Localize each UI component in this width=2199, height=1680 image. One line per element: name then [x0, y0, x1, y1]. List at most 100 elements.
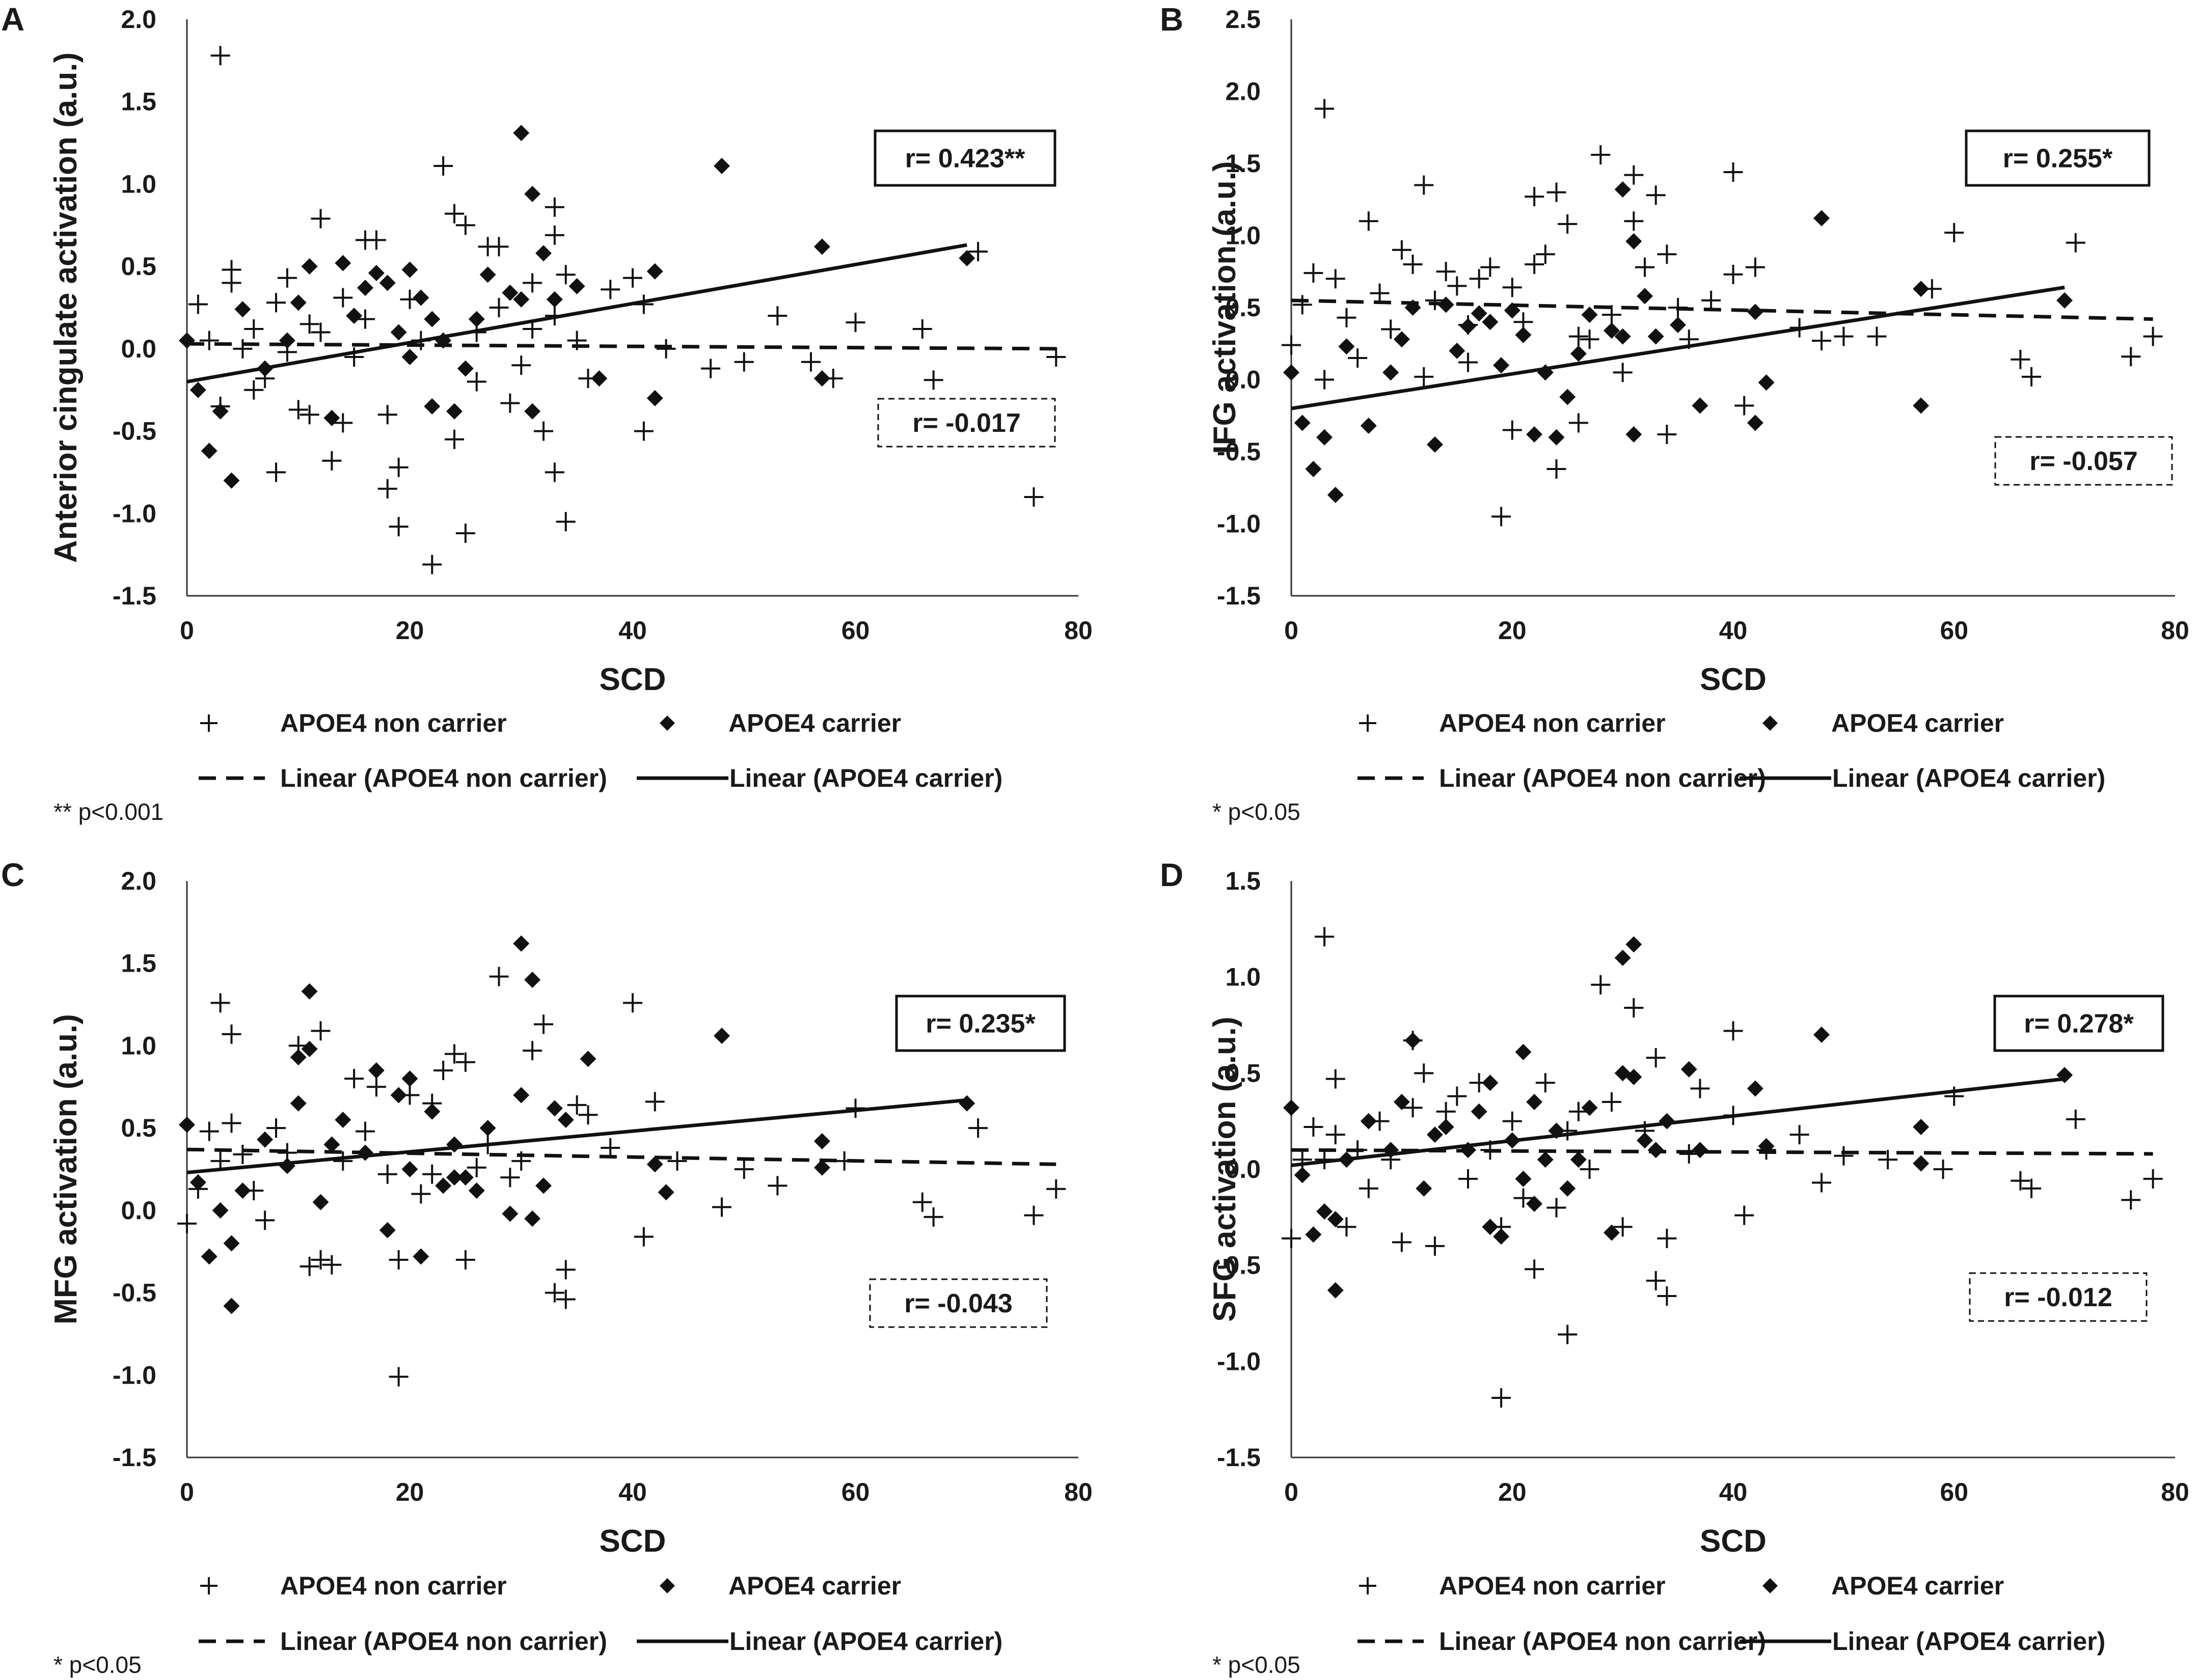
legend: APOE4 non carrier APOE4 carrier Linear (AP… — [199, 709, 1002, 792]
y-tick-label: -1.5 — [1217, 582, 1261, 610]
point-non-carrier — [1337, 308, 1356, 327]
point-carrier — [457, 360, 474, 377]
point-carrier — [357, 280, 373, 296]
point-non-carrier — [511, 355, 531, 375]
point-carrier — [401, 261, 418, 278]
legend-label-linear-non-carrier: Linear (APOE4 non carrier) — [280, 1627, 607, 1656]
legend-marker-carrier — [1762, 715, 1778, 731]
point-carrier — [1692, 1142, 1708, 1159]
point-non-carrier — [188, 294, 208, 314]
point-non-carrier — [1315, 99, 1335, 119]
x-tick-label: 40 — [1719, 1478, 1748, 1506]
point-carrier — [1294, 1167, 1311, 1183]
point-carrier — [234, 301, 251, 318]
point-non-carrier — [455, 1052, 475, 1072]
x-tick-label: 60 — [1940, 616, 1968, 645]
point-non-carrier — [556, 512, 576, 532]
point-carrier — [568, 278, 585, 294]
point-non-carrier — [1568, 413, 1588, 433]
point-non-carrier — [1414, 367, 1434, 387]
point-non-carrier — [1789, 1125, 1809, 1145]
point-non-carrier — [1024, 1205, 1044, 1225]
point-carrier — [714, 157, 730, 174]
point-carrier — [1570, 345, 1587, 362]
point-non-carrier — [656, 339, 676, 359]
point-carrier — [479, 1120, 496, 1137]
legend-marker-carrier — [660, 1578, 675, 1593]
point-non-carrier — [366, 1077, 386, 1097]
point-non-carrier — [1491, 507, 1511, 527]
point-carrier — [535, 1177, 552, 1194]
point-carrier — [1581, 1099, 1598, 1116]
point-carrier — [479, 266, 496, 283]
point-non-carrier — [1414, 1063, 1434, 1083]
point-carrier — [1637, 1132, 1653, 1149]
point-carrier — [1670, 316, 1687, 333]
point-carrier — [1603, 322, 1620, 339]
point-non-carrier — [1502, 420, 1522, 440]
point-non-carrier — [1024, 487, 1044, 507]
point-non-carrier — [2011, 1171, 2030, 1191]
point-carrier — [1758, 1138, 1775, 1154]
point-carrier — [401, 1070, 418, 1087]
point-carrier — [257, 1131, 274, 1148]
panel-b: B -1.5 -1.0 -0.5 0.0 0.5 1.0 1.5 2.0 2.5 0 20 40 60 80… — [1160, 1, 2189, 825]
y-tick-label: -1.0 — [113, 499, 156, 528]
y-tick-label: -1.5 — [113, 582, 156, 610]
point-non-carrier — [2066, 233, 2085, 253]
point-carrier — [189, 381, 206, 398]
point-non-carrier — [389, 1250, 409, 1270]
point-carrier — [1680, 1061, 1697, 1078]
r-non-carrier-label: r= -0.012 — [2004, 1283, 2112, 1312]
point-non-carrier — [1734, 396, 1754, 416]
point-carrier — [290, 294, 307, 311]
point-non-carrier — [445, 204, 464, 224]
point-non-carrier — [1546, 1198, 1566, 1218]
point-non-carrier — [1568, 1101, 1588, 1121]
point-non-carrier — [1546, 182, 1566, 202]
point-non-carrier — [534, 421, 553, 441]
r-carrier-label: r= 0.423** — [905, 144, 1025, 174]
point-non-carrier — [177, 1214, 197, 1233]
point-carrier — [435, 1177, 452, 1194]
legend-marker-non-carrier — [200, 1577, 218, 1594]
point-carrier — [223, 472, 240, 489]
point-non-carrier — [411, 1184, 431, 1204]
point-carrier — [1603, 1224, 1620, 1241]
point-carrier — [1813, 1026, 1830, 1043]
point-carrier — [201, 1248, 218, 1265]
point-carrier — [1493, 357, 1510, 374]
y-tick-label: 1.5 — [121, 949, 156, 978]
point-non-carrier — [634, 421, 654, 441]
point-carrier — [1692, 397, 1708, 414]
r-carrier-label: r= 0.278* — [2024, 1009, 2134, 1039]
legend-marker-non-carrier — [1359, 1577, 1376, 1594]
point-carrier — [1393, 331, 1410, 348]
point-carrier — [457, 1169, 474, 1186]
point-non-carrier — [1525, 255, 1544, 274]
point-carrier — [813, 1159, 830, 1176]
point-carrier — [401, 349, 418, 366]
point-non-carrier — [545, 462, 564, 482]
point-carrier — [290, 1095, 307, 1112]
x-tick-label: 0 — [180, 1478, 194, 1506]
point-non-carrier — [1944, 223, 1964, 242]
point-non-carrier — [277, 268, 297, 288]
panel-letter-c: C — [1, 857, 24, 893]
trendline-carrier — [1291, 285, 2065, 410]
point-non-carrier — [1558, 1325, 1578, 1344]
legend-label-carrier: APOE4 carrier — [1831, 1572, 2004, 1600]
point-carrier — [1747, 415, 1763, 431]
y-tick-label: -1.0 — [1217, 510, 1261, 538]
point-non-carrier — [377, 1164, 397, 1184]
point-carrier — [1813, 210, 1830, 227]
point-carrier — [1482, 314, 1499, 331]
legend-label-non-carrier: APOE4 non carrier — [1439, 1572, 1666, 1600]
x-tick-label: 40 — [618, 1478, 647, 1506]
point-non-carrier — [634, 1227, 654, 1247]
r-non-carrier-box — [1994, 436, 2173, 486]
point-non-carrier — [455, 524, 475, 543]
point-non-carrier — [455, 215, 475, 235]
point-non-carrier — [1701, 290, 1721, 310]
panel-c: C -1.5 -1.0 -0.5 0.0 0.5 1.0 1.5 2.0 0 20 40 60 80 SCD… — [1, 857, 1093, 1678]
